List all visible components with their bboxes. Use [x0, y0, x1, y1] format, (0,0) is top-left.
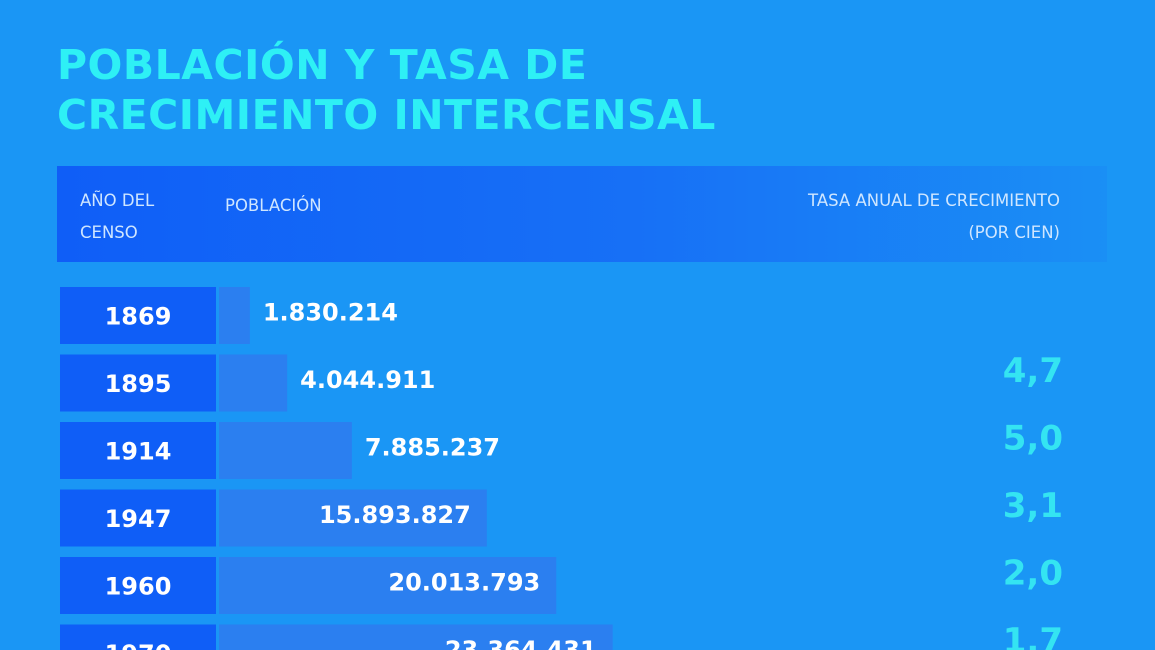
population-value-label: 15.893.827: [319, 501, 471, 529]
year-cell: [60, 557, 216, 614]
page-title: POBLACIÓN Y TASA DE CRECIMIENTO INTERCEN…: [57, 40, 716, 140]
population-bar: [219, 354, 288, 412]
header-year: AÑO DEL CENSO: [80, 185, 200, 249]
header-rate: TASA ANUAL DE CRECIMIENTO (POR CIEN): [808, 185, 1060, 249]
header-rate-line-1: TASA ANUAL DE CRECIMIENTO: [808, 191, 1060, 210]
header-year-line-2: CENSO: [80, 223, 138, 242]
population-value-label: 23.364.431: [445, 636, 597, 650]
growth-rate-label: 3,1: [1003, 486, 1063, 526]
year-label: 1869: [105, 303, 172, 331]
header-year-line-1: AÑO DEL: [80, 191, 155, 210]
year-cell: [60, 489, 216, 547]
growth-rate-label: 5,0: [1003, 419, 1063, 459]
year-cell: [60, 422, 216, 479]
year-label: 1970: [105, 640, 172, 650]
year-label: 1947: [105, 505, 172, 533]
year-label: 1914: [105, 438, 172, 466]
year-cell: [60, 354, 216, 412]
population-bar: [219, 489, 487, 547]
table-header: AÑO DEL CENSO POBLACIÓN TASA ANUAL DE CR…: [57, 166, 1107, 262]
population-value-label: 7.885.237: [365, 434, 500, 462]
header-population: POBLACIÓN: [225, 196, 322, 215]
year-label: 1960: [105, 573, 172, 601]
population-value-label: 1.830.214: [263, 299, 398, 327]
population-bar: [219, 557, 557, 614]
population-value-label: 4.044.911: [300, 366, 435, 394]
title-line-2: CRECIMIENTO INTERCENSAL: [57, 91, 716, 139]
header-rate-line-2: (POR CIEN): [968, 223, 1060, 242]
population-bar: [219, 624, 613, 650]
population-bar: [219, 422, 352, 479]
year-cell: [60, 624, 216, 650]
population-bar: [219, 287, 250, 344]
year-label: 1895: [105, 370, 172, 398]
growth-rate-label: 2,0: [1003, 554, 1063, 594]
growth-rate-label: 4,7: [1003, 351, 1063, 391]
growth-rate-label: 1,7: [1003, 621, 1063, 650]
population-value-label: 20.013.793: [388, 569, 540, 597]
year-cell: [60, 287, 216, 344]
title-line-1: POBLACIÓN Y TASA DE: [57, 41, 588, 89]
